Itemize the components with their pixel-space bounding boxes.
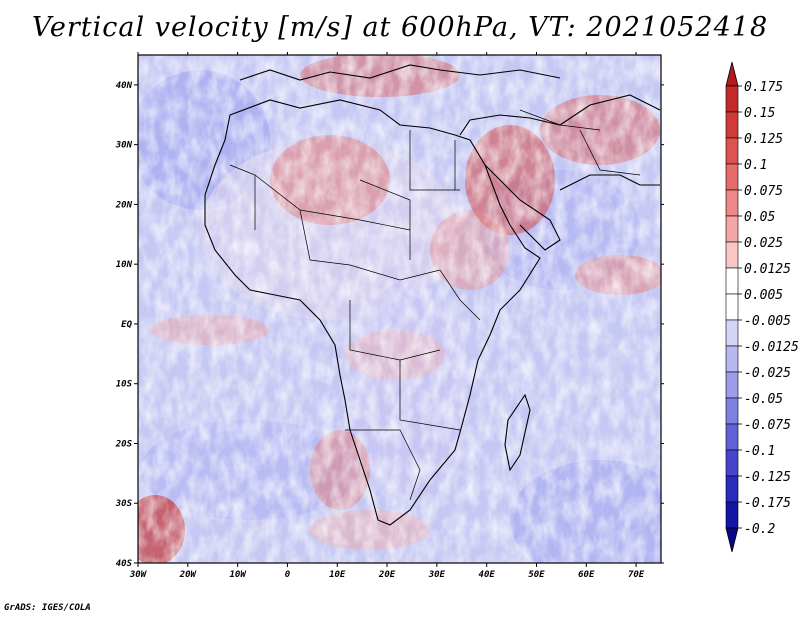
map-frame	[137, 54, 662, 564]
colorbar-bin	[725, 241, 739, 269]
colorbar-label: 0.125	[744, 132, 783, 147]
colorbar-bin	[725, 215, 739, 243]
colorbar-label: 0.175	[744, 80, 783, 95]
lat-tick-label: 40S	[116, 559, 133, 569]
colorbar-bin	[725, 189, 739, 217]
lon-tick-label: 0	[285, 570, 291, 580]
chart-title: Vertical velocity [m/s] at 600hPa, VT: 2…	[31, 12, 769, 43]
lon-tick-label: 20E	[378, 570, 396, 580]
lat-tick-label: 30N	[115, 141, 133, 151]
colorbar-label: -0.125	[744, 470, 791, 485]
lon-tick-label: 60E	[578, 570, 595, 580]
lon-tick-label: 40E	[479, 570, 496, 580]
grads-credit: GrADS: IGES/COLA	[4, 603, 91, 613]
colorbar-bin	[725, 293, 739, 321]
lat-tick-label: 30S	[115, 499, 133, 509]
lat-tick-label: 20N	[115, 200, 133, 210]
colorbar-label: -0.175	[744, 496, 791, 511]
lon-tick-label: 50E	[528, 570, 545, 580]
colorbar-bin	[725, 397, 739, 425]
lon-tick-label: 30E	[428, 570, 446, 580]
lat-tick-label: 10N	[116, 260, 133, 270]
lat-tick-label: 40N	[116, 81, 133, 91]
colorbar-bin	[725, 163, 739, 191]
lon-tick-label: 70E	[628, 570, 645, 580]
colorbar-label: -0.1	[744, 444, 775, 459]
lat-tick-label: 20S	[115, 439, 133, 449]
colorbar-bin	[725, 345, 739, 373]
colorbar-label: -0.025	[744, 366, 791, 381]
lon-tick-label: 10E	[329, 570, 346, 580]
map-figure: 30W 20W 10W 0 10E 20E 30E 40E 50E 60E 70E 40N 30N 20N…	[115, 52, 799, 580]
coastlines	[204, 64, 661, 526]
colorbar-label: -0.0125	[744, 340, 799, 355]
colorbar-label: -0.075	[744, 418, 791, 433]
colorbar-bin	[725, 371, 739, 399]
field-shading	[138, 55, 661, 563]
colorbar-label: -0.05	[744, 392, 783, 407]
colorbar-extend-bottom	[725, 527, 739, 553]
colorbar-bin	[725, 111, 739, 139]
colorbar-bin	[725, 449, 739, 477]
lon-tick-label: 10W	[229, 570, 247, 580]
colorbar-extend-top	[725, 61, 739, 87]
colorbar-label: 0.025	[744, 236, 783, 251]
colorbar-label: 0.005	[744, 288, 783, 303]
colorbar-bin	[725, 475, 739, 503]
colorbar-bin	[725, 137, 739, 165]
axis-ticks: 30W 20W 10W 0 10E 20E 30E 40E 50E 60E 70E 40N 30N 20N…	[115, 52, 664, 580]
colorbar-bin	[725, 267, 739, 295]
lon-tick-label: 30W	[129, 570, 148, 580]
lon-tick-label: 20W	[179, 570, 198, 580]
colorbar-label: 0.15	[744, 106, 775, 121]
colorbar-label: -0.005	[744, 314, 791, 329]
colorbar-label: 0.0125	[744, 262, 791, 277]
borders	[229, 109, 641, 501]
colorbar-label: 0.05	[744, 210, 775, 225]
lat-tick-label: 10S	[116, 380, 133, 390]
colorbar-bin	[725, 423, 739, 451]
colorbar-bin	[725, 319, 739, 347]
colorbar-label: -0.2	[744, 522, 775, 537]
colorbar-label: 0.1	[744, 158, 767, 173]
colorbar-bin	[725, 85, 739, 113]
colorbar-bin	[725, 501, 739, 529]
lat-tick-label: EQ	[121, 320, 132, 330]
colorbar: 0.175 0.15 0.125 0.1 0.075 0.05 0.025 0.0125 0.0…	[725, 61, 799, 553]
colorbar-label: 0.075	[744, 184, 783, 199]
